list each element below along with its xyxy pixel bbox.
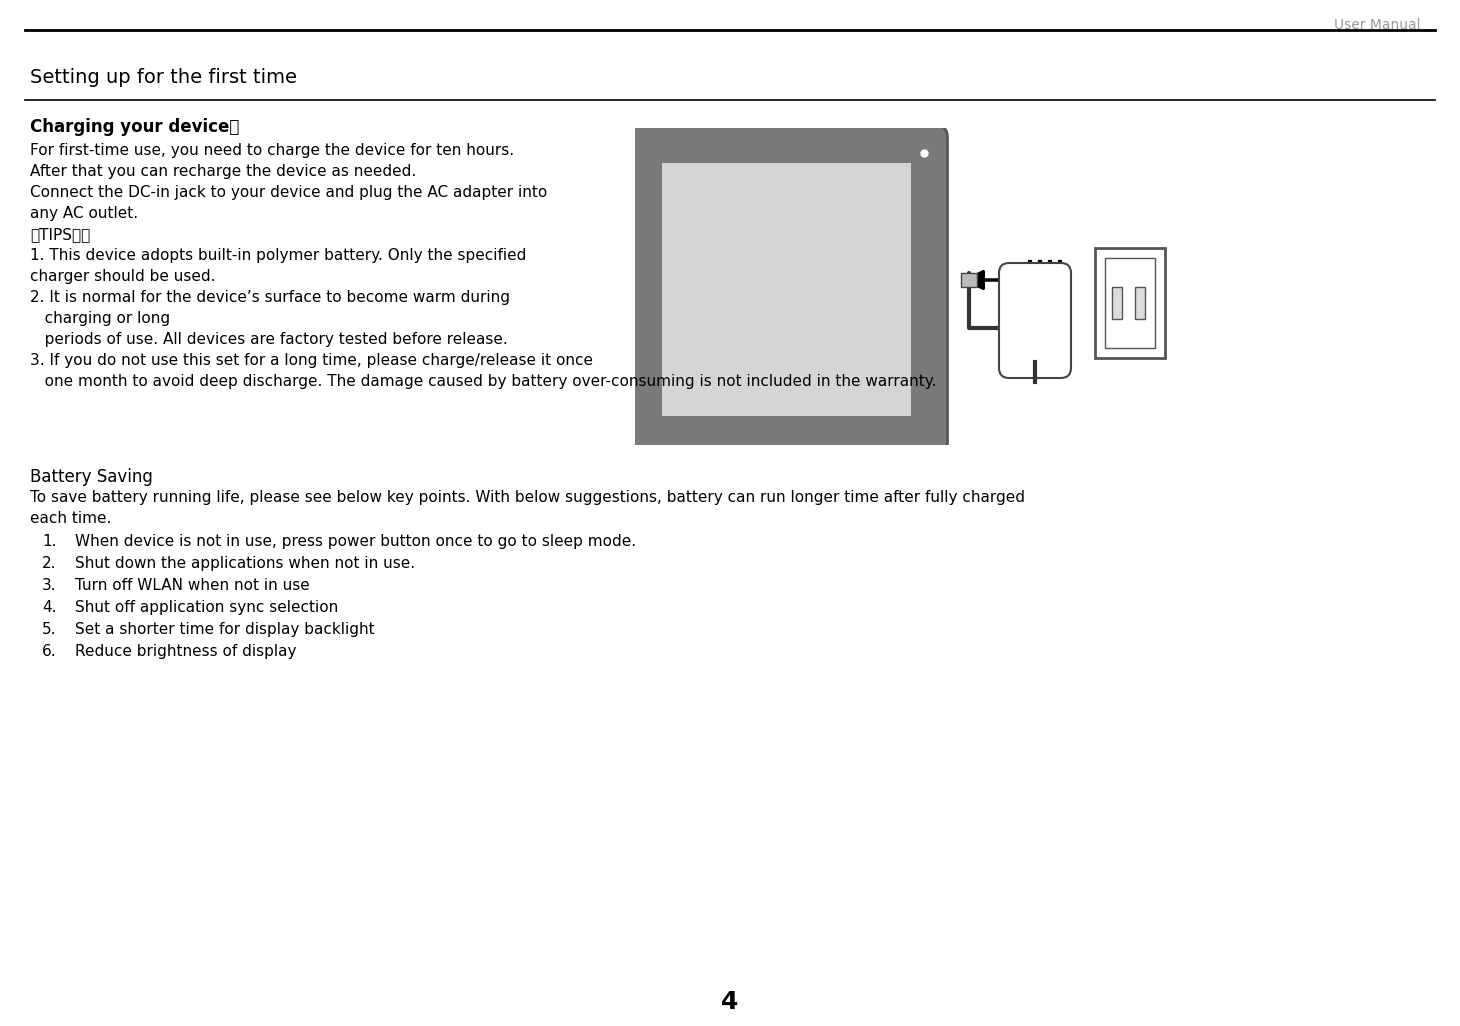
Text: After that you can recharge the device as needed.: After that you can recharge the device a… bbox=[31, 164, 416, 179]
Text: 4.: 4. bbox=[42, 600, 57, 615]
Text: charging or long: charging or long bbox=[31, 311, 171, 326]
Text: charger should be used.: charger should be used. bbox=[31, 269, 216, 284]
Text: each time.: each time. bbox=[31, 511, 111, 526]
Text: any AC outlet.: any AC outlet. bbox=[31, 206, 139, 221]
Text: Reduce brightness of display: Reduce brightness of display bbox=[74, 644, 296, 659]
Text: Set a shorter time for display backlight: Set a shorter time for display backlight bbox=[74, 622, 375, 637]
Text: 3.: 3. bbox=[42, 578, 57, 593]
Text: 6.: 6. bbox=[42, 644, 57, 659]
Text: 1. This device adopts built-in polymer battery. Only the specified: 1. This device adopts built-in polymer b… bbox=[31, 248, 527, 263]
Text: 1.: 1. bbox=[42, 534, 57, 549]
Text: Shut off application sync selection: Shut off application sync selection bbox=[74, 600, 339, 615]
Text: 【TIPS】：: 【TIPS】： bbox=[31, 227, 91, 242]
Text: Turn off WLAN when not in use: Turn off WLAN when not in use bbox=[74, 578, 310, 593]
Text: Shut down the applications when not in use.: Shut down the applications when not in u… bbox=[74, 556, 415, 571]
Text: 5.: 5. bbox=[42, 622, 57, 637]
Text: 2.: 2. bbox=[42, 556, 57, 571]
Text: Battery Saving: Battery Saving bbox=[31, 468, 153, 486]
Text: To save battery running life, please see below key points. With below suggestion: To save battery running life, please see… bbox=[31, 490, 1025, 505]
Text: User Manual: User Manual bbox=[1333, 18, 1421, 32]
Bar bbox=[1105, 258, 1155, 348]
Text: 3. If you do not use this set for a long time, please charge/release it once: 3. If you do not use this set for a long… bbox=[31, 353, 593, 368]
FancyBboxPatch shape bbox=[625, 125, 948, 455]
Text: 4: 4 bbox=[721, 990, 739, 1014]
Text: periods of use. All devices are factory tested before release.: periods of use. All devices are factory … bbox=[31, 332, 508, 347]
Bar bbox=[1095, 248, 1165, 358]
Text: When device is not in use, press power button once to go to sleep mode.: When device is not in use, press power b… bbox=[74, 534, 637, 549]
Text: one month to avoid deep discharge. The damage caused by battery over-consuming i: one month to avoid deep discharge. The d… bbox=[31, 374, 936, 389]
FancyBboxPatch shape bbox=[661, 163, 911, 417]
Text: For first-time use, you need to charge the device for ten hours.: For first-time use, you need to charge t… bbox=[31, 143, 514, 158]
Text: 2. It is normal for the device’s surface to become warm during: 2. It is normal for the device’s surface… bbox=[31, 290, 510, 305]
FancyBboxPatch shape bbox=[999, 263, 1072, 378]
Text: Setting up for the first time: Setting up for the first time bbox=[31, 68, 296, 87]
Text: Charging your device：: Charging your device： bbox=[31, 118, 239, 136]
Text: Connect the DC-in jack to your device and plug the AC adapter into: Connect the DC-in jack to your device an… bbox=[31, 185, 547, 200]
Bar bbox=[1134, 287, 1145, 319]
Bar bbox=[1113, 287, 1121, 319]
Bar bbox=[961, 273, 977, 287]
